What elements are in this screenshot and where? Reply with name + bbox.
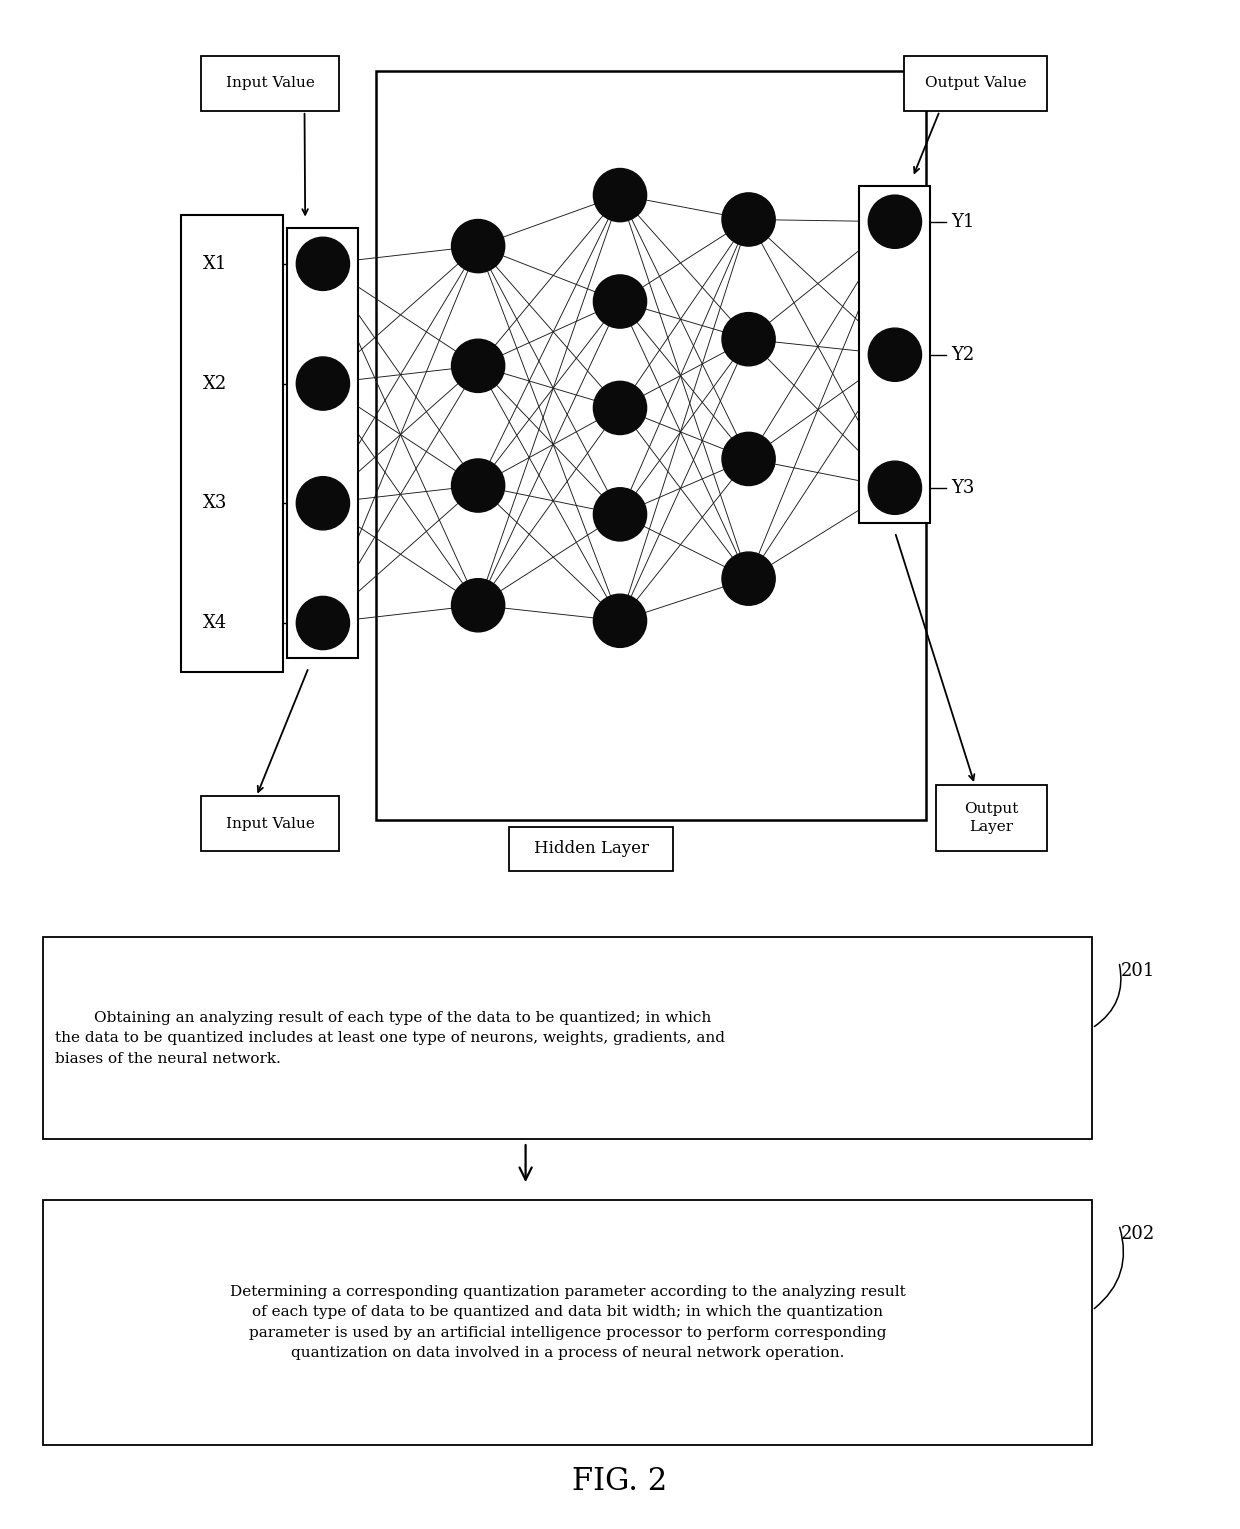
Circle shape — [868, 196, 921, 248]
Circle shape — [594, 168, 646, 222]
Text: FIG. 2: FIG. 2 — [573, 1466, 667, 1497]
Circle shape — [451, 578, 505, 631]
Circle shape — [594, 595, 646, 647]
Circle shape — [296, 596, 350, 650]
Circle shape — [296, 356, 350, 410]
Circle shape — [722, 433, 775, 486]
Text: Output
Layer: Output Layer — [965, 801, 1019, 835]
FancyBboxPatch shape — [181, 216, 283, 671]
FancyBboxPatch shape — [904, 57, 1048, 110]
Text: X4: X4 — [203, 615, 227, 631]
Circle shape — [868, 329, 921, 381]
Text: Input Value: Input Value — [226, 816, 315, 830]
FancyBboxPatch shape — [43, 937, 1092, 1139]
Text: 201: 201 — [1121, 962, 1156, 980]
Circle shape — [722, 312, 775, 365]
FancyBboxPatch shape — [201, 797, 339, 852]
Circle shape — [451, 459, 505, 512]
Circle shape — [722, 552, 775, 605]
Circle shape — [868, 462, 921, 514]
Text: Y3: Y3 — [951, 479, 975, 497]
Circle shape — [296, 237, 350, 291]
Circle shape — [451, 220, 505, 272]
FancyBboxPatch shape — [43, 1200, 1092, 1445]
Text: Input Value: Input Value — [226, 76, 315, 90]
Text: X3: X3 — [203, 494, 228, 512]
FancyBboxPatch shape — [376, 70, 926, 820]
Circle shape — [594, 275, 646, 329]
Circle shape — [296, 477, 350, 531]
FancyBboxPatch shape — [510, 827, 673, 872]
Text: Hidden Layer: Hidden Layer — [533, 841, 649, 858]
Text: Y2: Y2 — [951, 346, 975, 364]
Text: Obtaining an analyzing result of each type of the data to be quantized; in which: Obtaining an analyzing result of each ty… — [55, 1011, 724, 1066]
Text: FIG. 1: FIG. 1 — [573, 940, 667, 971]
Circle shape — [594, 488, 646, 541]
Circle shape — [451, 339, 505, 393]
FancyBboxPatch shape — [201, 57, 339, 110]
FancyBboxPatch shape — [859, 187, 930, 523]
Text: Y1: Y1 — [951, 213, 975, 231]
Text: Determining a corresponding quantization parameter according to the analyzing re: Determining a corresponding quantization… — [229, 1284, 905, 1361]
Text: Output Value: Output Value — [925, 76, 1027, 90]
FancyBboxPatch shape — [936, 784, 1048, 852]
Text: 202: 202 — [1121, 1225, 1156, 1243]
Circle shape — [722, 193, 775, 246]
Text: X1: X1 — [203, 255, 228, 272]
Text: X2: X2 — [203, 375, 227, 393]
FancyBboxPatch shape — [288, 228, 358, 659]
Circle shape — [594, 381, 646, 434]
